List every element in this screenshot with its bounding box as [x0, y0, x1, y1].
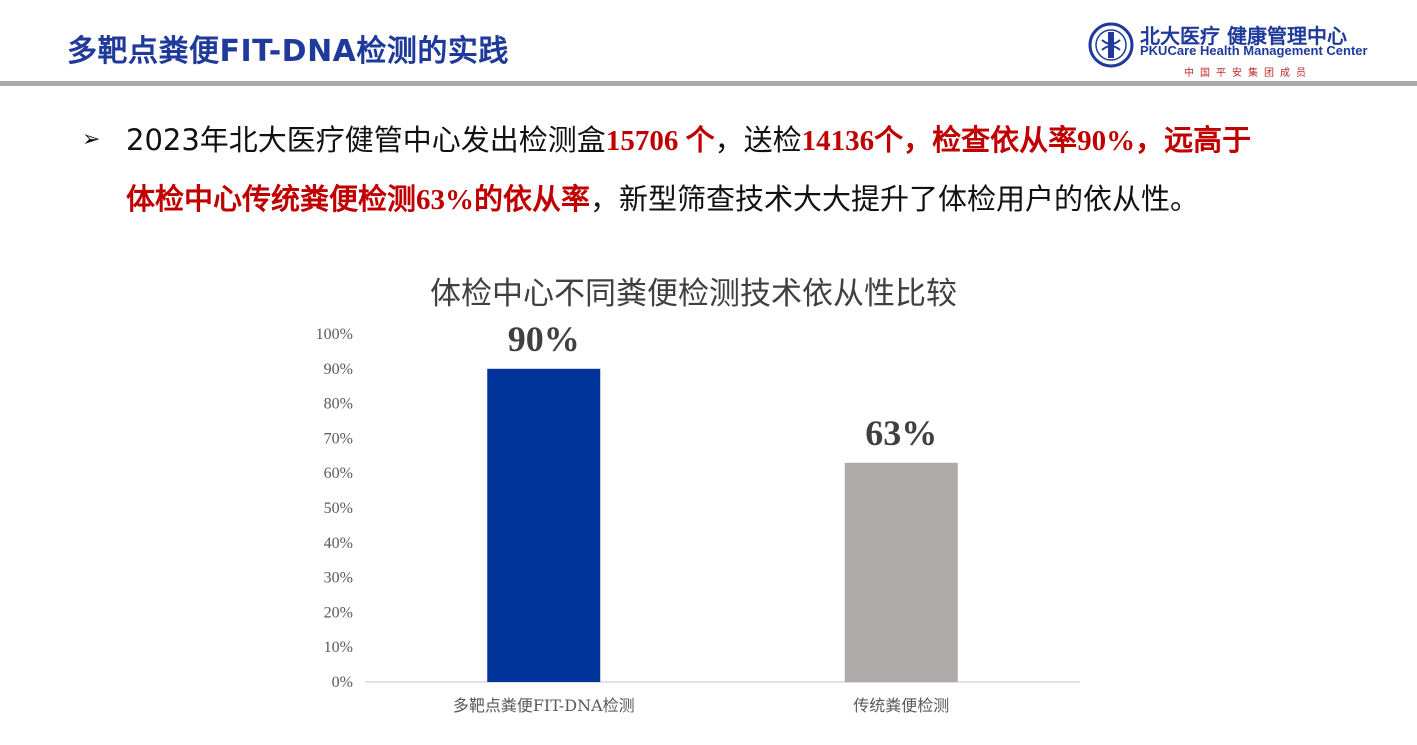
bullet-highlight-kits: 15706 个: [605, 125, 715, 157]
y-tick-label: 50%: [324, 500, 353, 517]
bullet-text-part1: 2023年北大医疗健管中心发出检测盒: [126, 123, 606, 157]
summary-bullet: ➢ 2023年北大医疗健管中心发出检测盒15706 个，送检14136个，检查依…: [82, 111, 1382, 229]
y-tick-label: 20%: [324, 604, 353, 621]
logo-text-sub: 中国平安集团成员: [1184, 68, 1312, 79]
bullet-text-part2: ，送检: [714, 123, 802, 157]
bar: [844, 462, 958, 682]
y-tick-label: 90%: [324, 361, 353, 378]
bullet-line-2: 体检中心传统粪便检测63%的依从率，新型筛查技术大大提升了体检用户的依从性。: [126, 170, 1382, 229]
y-tick-label: 100%: [316, 326, 353, 343]
bullet-line-1: 2023年北大医疗健管中心发出检测盒15706 个，送检14136个，检查依从率…: [126, 111, 1382, 170]
y-tick-label: 30%: [324, 570, 353, 587]
y-tick-label: 70%: [324, 430, 353, 447]
page-title: 多靶点粪便FIT-DNA检测的实践: [67, 34, 509, 69]
x-category-label: 多靶点粪便FIT-DNA检测: [453, 696, 635, 715]
bullet-highlight-compliance: 14136个，检查依从率90%，远高于: [801, 125, 1252, 157]
x-category-label: 传统粪便检测: [853, 696, 949, 715]
bullet-highlight-traditional: 体检中心传统粪便检测63%的依从率: [126, 184, 591, 216]
bullet-arrow-icon: ➢: [82, 127, 101, 152]
logo-text-en: PKUCare Health Management Center: [1140, 43, 1368, 58]
bar: [487, 368, 601, 682]
y-tick-label: 80%: [324, 396, 353, 413]
y-tick-label: 0%: [332, 674, 353, 691]
y-tick-label: 60%: [324, 465, 353, 482]
logo-text-cn: 北大医疗 健康管理中心: [1140, 24, 1347, 48]
header-divider: [0, 81, 1417, 86]
chart-title: 体检中心不同粪便检测技术依从性比较: [430, 276, 957, 312]
pkucare-emblem-icon: [1088, 22, 1134, 68]
pkucare-logo: 北大医疗 健康管理中心 PKUCare Health Management Ce…: [1088, 18, 1388, 80]
y-tick-label: 10%: [324, 639, 353, 656]
data-label: 63%: [865, 413, 937, 453]
bullet-text-part3: ，新型筛查技术大大提升了体检用户的依从性。: [590, 182, 1200, 216]
data-label: 90%: [508, 319, 580, 359]
y-tick-label: 40%: [324, 535, 353, 552]
